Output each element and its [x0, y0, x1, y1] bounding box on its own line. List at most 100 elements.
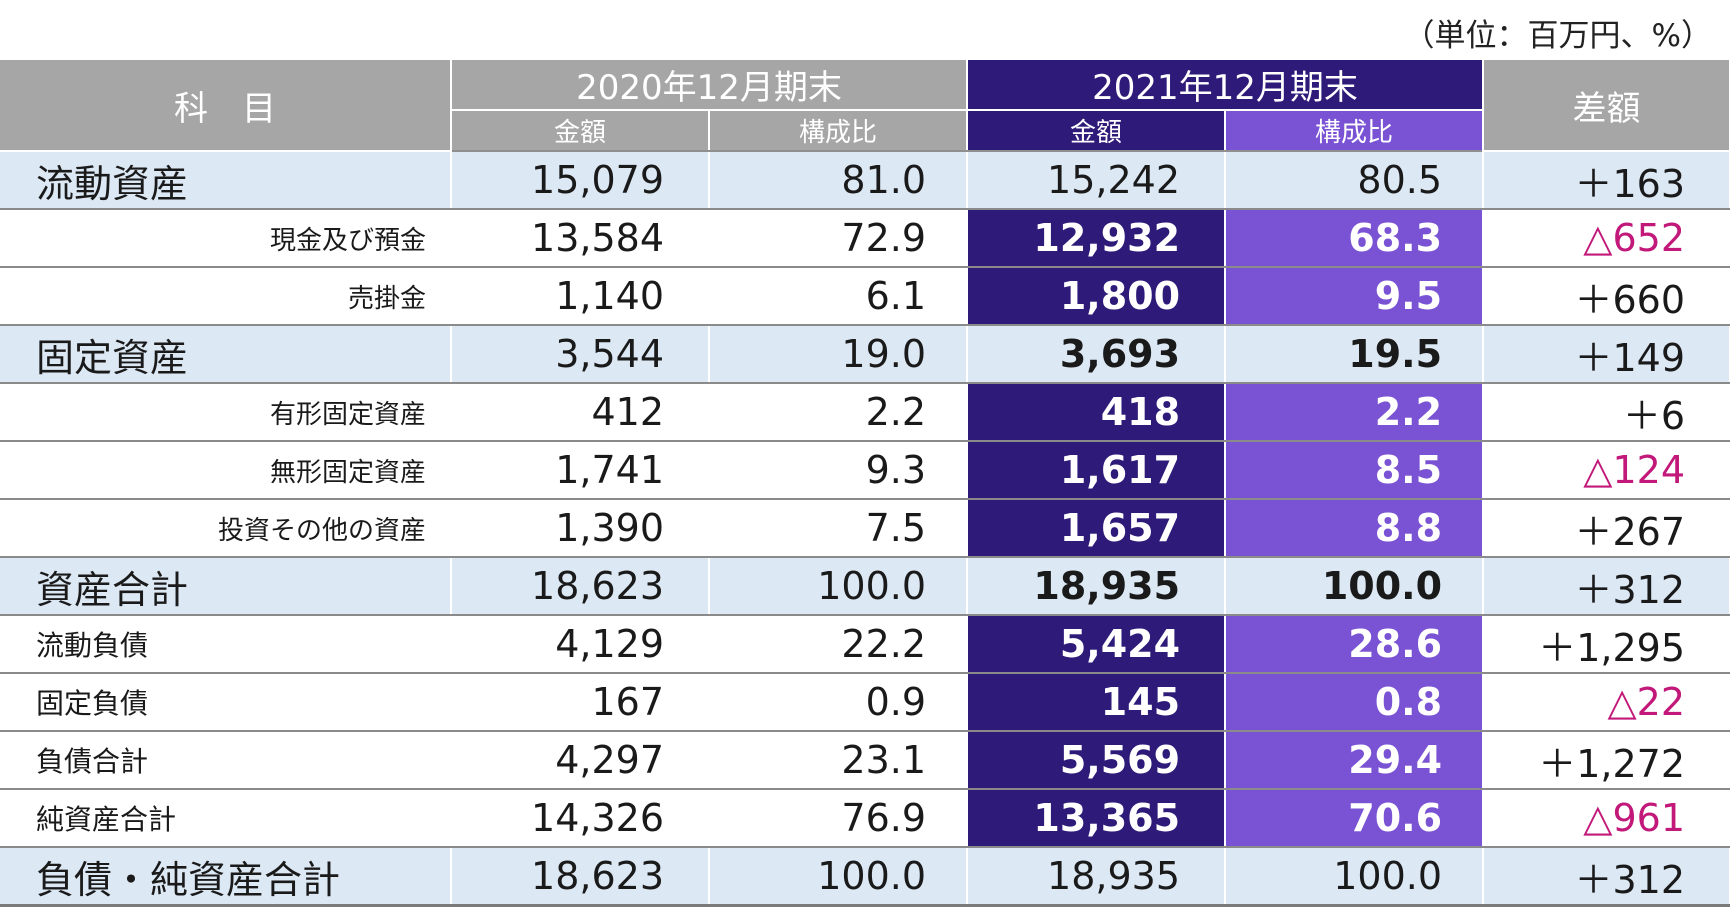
row-label: 売掛金	[0, 267, 452, 326]
amount-2021: 18,935	[967, 847, 1227, 907]
amount-2020: 14,326	[451, 789, 710, 848]
table-row: 負債・純資産合計 18,623 100.0 18,935 100.0 ＋312	[0, 847, 1730, 907]
row-label: 現金及び預金	[0, 209, 452, 268]
difference: ＋1,295	[1483, 615, 1730, 674]
ratio-2020: 23.1	[709, 731, 969, 790]
ratio-2020: 7.5	[709, 499, 969, 558]
row-label: 純資産合計	[0, 789, 452, 848]
amount-2021: 1,657	[967, 499, 1227, 558]
table-row: 純資産合計 14,326 76.9 13,365 70.6 △961	[0, 789, 1730, 848]
ratio-2021: 29.4	[1225, 731, 1485, 790]
amount-2021: 12,932	[967, 209, 1227, 268]
difference: ＋312	[1483, 557, 1730, 616]
table-header: 科 目 2020年12月期末 2021年12月期末 差額 金額 構成比 金額 構…	[0, 60, 1730, 152]
ratio-2021: 0.8	[1225, 673, 1485, 732]
difference: △124	[1483, 441, 1730, 500]
ratio-2020: 100.0	[709, 847, 969, 907]
table-row: 無形固定資産 1,741 9.3 1,617 8.5 △124	[0, 441, 1730, 500]
ratio-2020: 72.9	[709, 209, 969, 268]
table-row: 固定資産 3,544 19.0 3,693 19.5 ＋149	[0, 325, 1730, 384]
subject-header: 科 目	[0, 60, 452, 152]
ratio-2020: 9.3	[709, 441, 969, 500]
ratio-2020: 19.0	[709, 325, 969, 384]
amount-2020: 4,129	[451, 615, 710, 674]
ratio-2021: 9.5	[1225, 267, 1485, 326]
period-2020-header: 2020年12月期末	[451, 60, 969, 111]
amount-2020: 1,741	[451, 441, 710, 500]
row-label: 固定負債	[0, 673, 452, 732]
amount-2020: 412	[451, 383, 710, 442]
ratio-2021: 80.5	[1225, 151, 1485, 210]
difference: △22	[1483, 673, 1730, 732]
ratio-2021: 19.5	[1225, 325, 1485, 384]
row-label: 固定資産	[0, 325, 452, 384]
difference: ＋660	[1483, 267, 1730, 326]
amount-2021: 3,693	[967, 325, 1227, 384]
amount-2021: 418	[967, 383, 1227, 442]
amount-2021: 145	[967, 673, 1227, 732]
row-label: 資産合計	[0, 557, 452, 616]
ratio-2021: 68.3	[1225, 209, 1485, 268]
amount-2021: 1,800	[967, 267, 1227, 326]
difference: △652	[1483, 209, 1730, 268]
table-row: 負債合計 4,297 23.1 5,569 29.4 ＋1,272	[0, 731, 1730, 790]
table-row: 現金及び預金 13,584 72.9 12,932 68.3 △652	[0, 209, 1730, 268]
amount-2021: 1,617	[967, 441, 1227, 500]
ratio-2020: 6.1	[709, 267, 969, 326]
row-label: 有形固定資産	[0, 383, 452, 442]
ratio-2021: 70.6	[1225, 789, 1485, 848]
amount-2020: 4,297	[451, 731, 710, 790]
ratio-2020: 22.2	[709, 615, 969, 674]
difference: ＋163	[1483, 151, 1730, 210]
ratio-2021-header: 構成比	[1225, 109, 1485, 152]
amount-2020: 13,584	[451, 209, 710, 268]
amount-2020: 1,140	[451, 267, 710, 326]
amount-2021: 13,365	[967, 789, 1227, 848]
table-row: 流動資産 15,079 81.0 15,242 80.5 ＋163	[0, 151, 1730, 210]
difference: ＋6	[1483, 383, 1730, 442]
amount-2020-header: 金額	[451, 109, 710, 152]
amount-2020: 3,544	[451, 325, 710, 384]
row-label: 無形固定資産	[0, 441, 452, 500]
amount-2021: 15,242	[967, 151, 1227, 210]
table-row: 投資その他の資産 1,390 7.5 1,657 8.8 ＋267	[0, 499, 1730, 558]
amount-2021-header: 金額	[967, 109, 1227, 152]
ratio-2020: 2.2	[709, 383, 969, 442]
table-row: 売掛金 1,140 6.1 1,800 9.5 ＋660	[0, 267, 1730, 326]
difference: ＋312	[1483, 847, 1730, 907]
ratio-2021: 2.2	[1225, 383, 1485, 442]
table-row: 資産合計 18,623 100.0 18,935 100.0 ＋312	[0, 557, 1730, 616]
ratio-2021: 100.0	[1225, 847, 1485, 907]
amount-2020: 167	[451, 673, 710, 732]
amount-2020: 15,079	[451, 151, 710, 210]
table-row: 流動負債 4,129 22.2 5,424 28.6 ＋1,295	[0, 615, 1730, 674]
ratio-2020: 81.0	[709, 151, 969, 210]
ratio-2021: 8.5	[1225, 441, 1485, 500]
amount-2020: 1,390	[451, 499, 710, 558]
difference: ＋267	[1483, 499, 1730, 558]
amount-2020: 18,623	[451, 557, 710, 616]
row-label: 流動資産	[0, 151, 452, 210]
difference: △961	[1483, 789, 1730, 848]
period-2021-header: 2021年12月期末	[967, 60, 1485, 111]
difference: ＋149	[1483, 325, 1730, 384]
row-label: 負債合計	[0, 731, 452, 790]
ratio-2020: 0.9	[709, 673, 969, 732]
row-label: 負債・純資産合計	[0, 847, 452, 907]
difference-header: 差額	[1483, 60, 1730, 152]
ratio-2020: 100.0	[709, 557, 969, 616]
amount-2021: 5,569	[967, 731, 1227, 790]
amount-2021: 5,424	[967, 615, 1227, 674]
amount-2020: 18,623	[451, 847, 710, 907]
table-row: 固定負債 167 0.9 145 0.8 △22	[0, 673, 1730, 732]
ratio-2021: 100.0	[1225, 557, 1485, 616]
balance-sheet-table: 科 目 2020年12月期末 2021年12月期末 差額 金額 構成比 金額 構…	[0, 60, 1730, 907]
table-row: 有形固定資産 412 2.2 418 2.2 ＋6	[0, 383, 1730, 442]
row-label: 投資その他の資産	[0, 499, 452, 558]
ratio-2021: 28.6	[1225, 615, 1485, 674]
ratio-2020: 76.9	[709, 789, 969, 848]
ratio-2021: 8.8	[1225, 499, 1485, 558]
amount-2021: 18,935	[967, 557, 1227, 616]
ratio-2020-header: 構成比	[709, 109, 969, 152]
difference: ＋1,272	[1483, 731, 1730, 790]
